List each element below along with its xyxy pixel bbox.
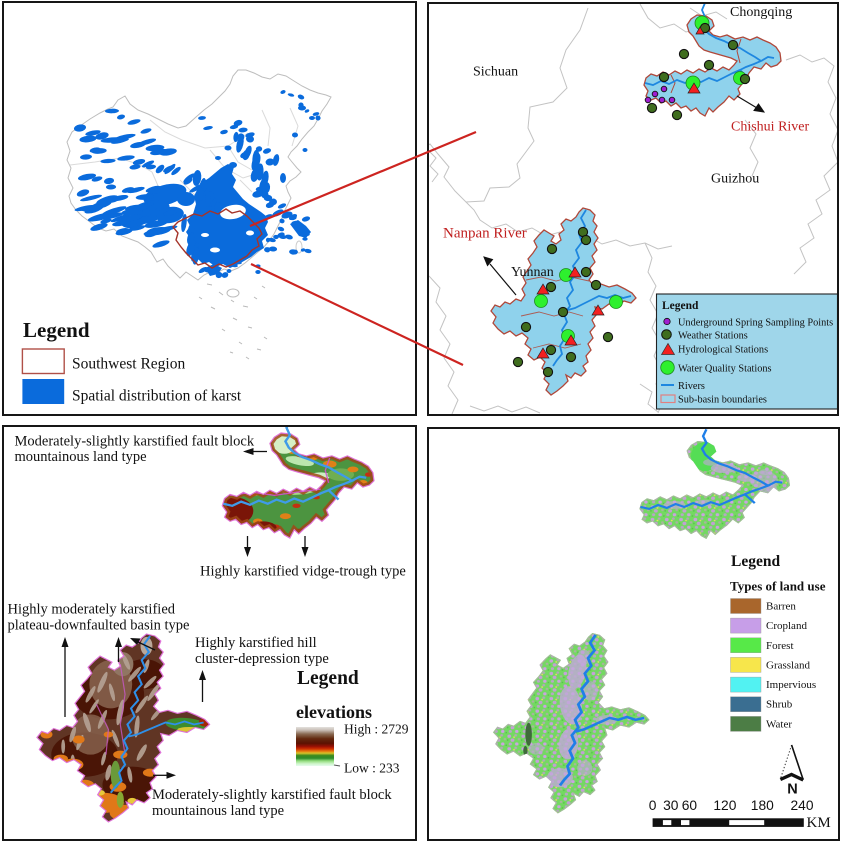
svg-text:Chongqing: Chongqing bbox=[730, 5, 792, 20]
svg-text:mountainous land type: mountainous land type bbox=[152, 803, 284, 819]
svg-text:Nanpan River: Nanpan River bbox=[443, 226, 527, 242]
svg-text:Legend: Legend bbox=[23, 318, 90, 342]
svg-text:Legend: Legend bbox=[297, 668, 359, 689]
svg-text:Weather Stations: Weather Stations bbox=[678, 331, 748, 342]
svg-text:Highly karstified hill: Highly karstified hill bbox=[195, 635, 317, 651]
svg-text:Underground Spring Sampling Po: Underground Spring Sampling Points bbox=[678, 318, 833, 329]
svg-text:Highly moderately karstified: Highly moderately karstified bbox=[8, 602, 176, 618]
svg-text:Sub-basin boundaries: Sub-basin boundaries bbox=[678, 395, 767, 406]
svg-text:Water Quality Stations: Water Quality Stations bbox=[678, 364, 772, 375]
svg-text:Chishui River: Chishui River bbox=[731, 120, 810, 135]
svg-text:30: 30 bbox=[663, 798, 679, 813]
svg-text:plateau-downfaulted basin type: plateau-downfaulted basin type bbox=[8, 618, 190, 634]
svg-text:elevations: elevations bbox=[296, 702, 372, 722]
svg-text:Yunnan: Yunnan bbox=[511, 265, 554, 280]
svg-text:Water: Water bbox=[766, 718, 792, 730]
svg-text:Rivers: Rivers bbox=[678, 381, 705, 392]
svg-text:KM: KM bbox=[807, 815, 831, 831]
svg-text:Legend: Legend bbox=[662, 300, 699, 312]
svg-text:120: 120 bbox=[713, 798, 736, 813]
svg-text:Grassland: Grassland bbox=[766, 659, 810, 671]
svg-text:Moderately-slightly karstified: Moderately-slightly karstified fault blo… bbox=[15, 434, 255, 450]
svg-text:mountainous land type: mountainous land type bbox=[15, 449, 147, 465]
svg-text:Hydrological Stations: Hydrological Stations bbox=[678, 345, 768, 356]
svg-text:Southwest Region: Southwest Region bbox=[72, 356, 185, 373]
svg-text:Highly karstified vidge-trough: Highly karstified vidge-trough type bbox=[200, 564, 406, 580]
svg-text:Barren: Barren bbox=[766, 601, 796, 613]
svg-text:240: 240 bbox=[790, 798, 813, 813]
svg-text:Low : 233: Low : 233 bbox=[344, 761, 400, 776]
svg-text:N: N bbox=[787, 782, 797, 798]
svg-text:180: 180 bbox=[751, 798, 774, 813]
svg-text:Types of land use: Types of land use bbox=[730, 579, 826, 594]
svg-text:Sichuan: Sichuan bbox=[473, 65, 518, 80]
svg-text:Cropland: Cropland bbox=[766, 620, 807, 632]
svg-text:High : 2729: High : 2729 bbox=[344, 722, 409, 737]
svg-text:Forest: Forest bbox=[766, 640, 794, 652]
svg-text:Shrub: Shrub bbox=[766, 699, 793, 711]
svg-text:Impervious: Impervious bbox=[766, 679, 816, 691]
svg-text:Guizhou: Guizhou bbox=[711, 172, 759, 187]
svg-text:Moderately-slightly karstified: Moderately-slightly karstified fault blo… bbox=[152, 787, 392, 803]
svg-text:cluster-depression type: cluster-depression type bbox=[195, 651, 329, 667]
svg-text:Spatial distribution of karst: Spatial distribution of karst bbox=[72, 388, 242, 405]
svg-text:0: 0 bbox=[649, 798, 657, 813]
svg-text:Legend: Legend bbox=[731, 553, 780, 570]
svg-text:60: 60 bbox=[682, 798, 698, 813]
